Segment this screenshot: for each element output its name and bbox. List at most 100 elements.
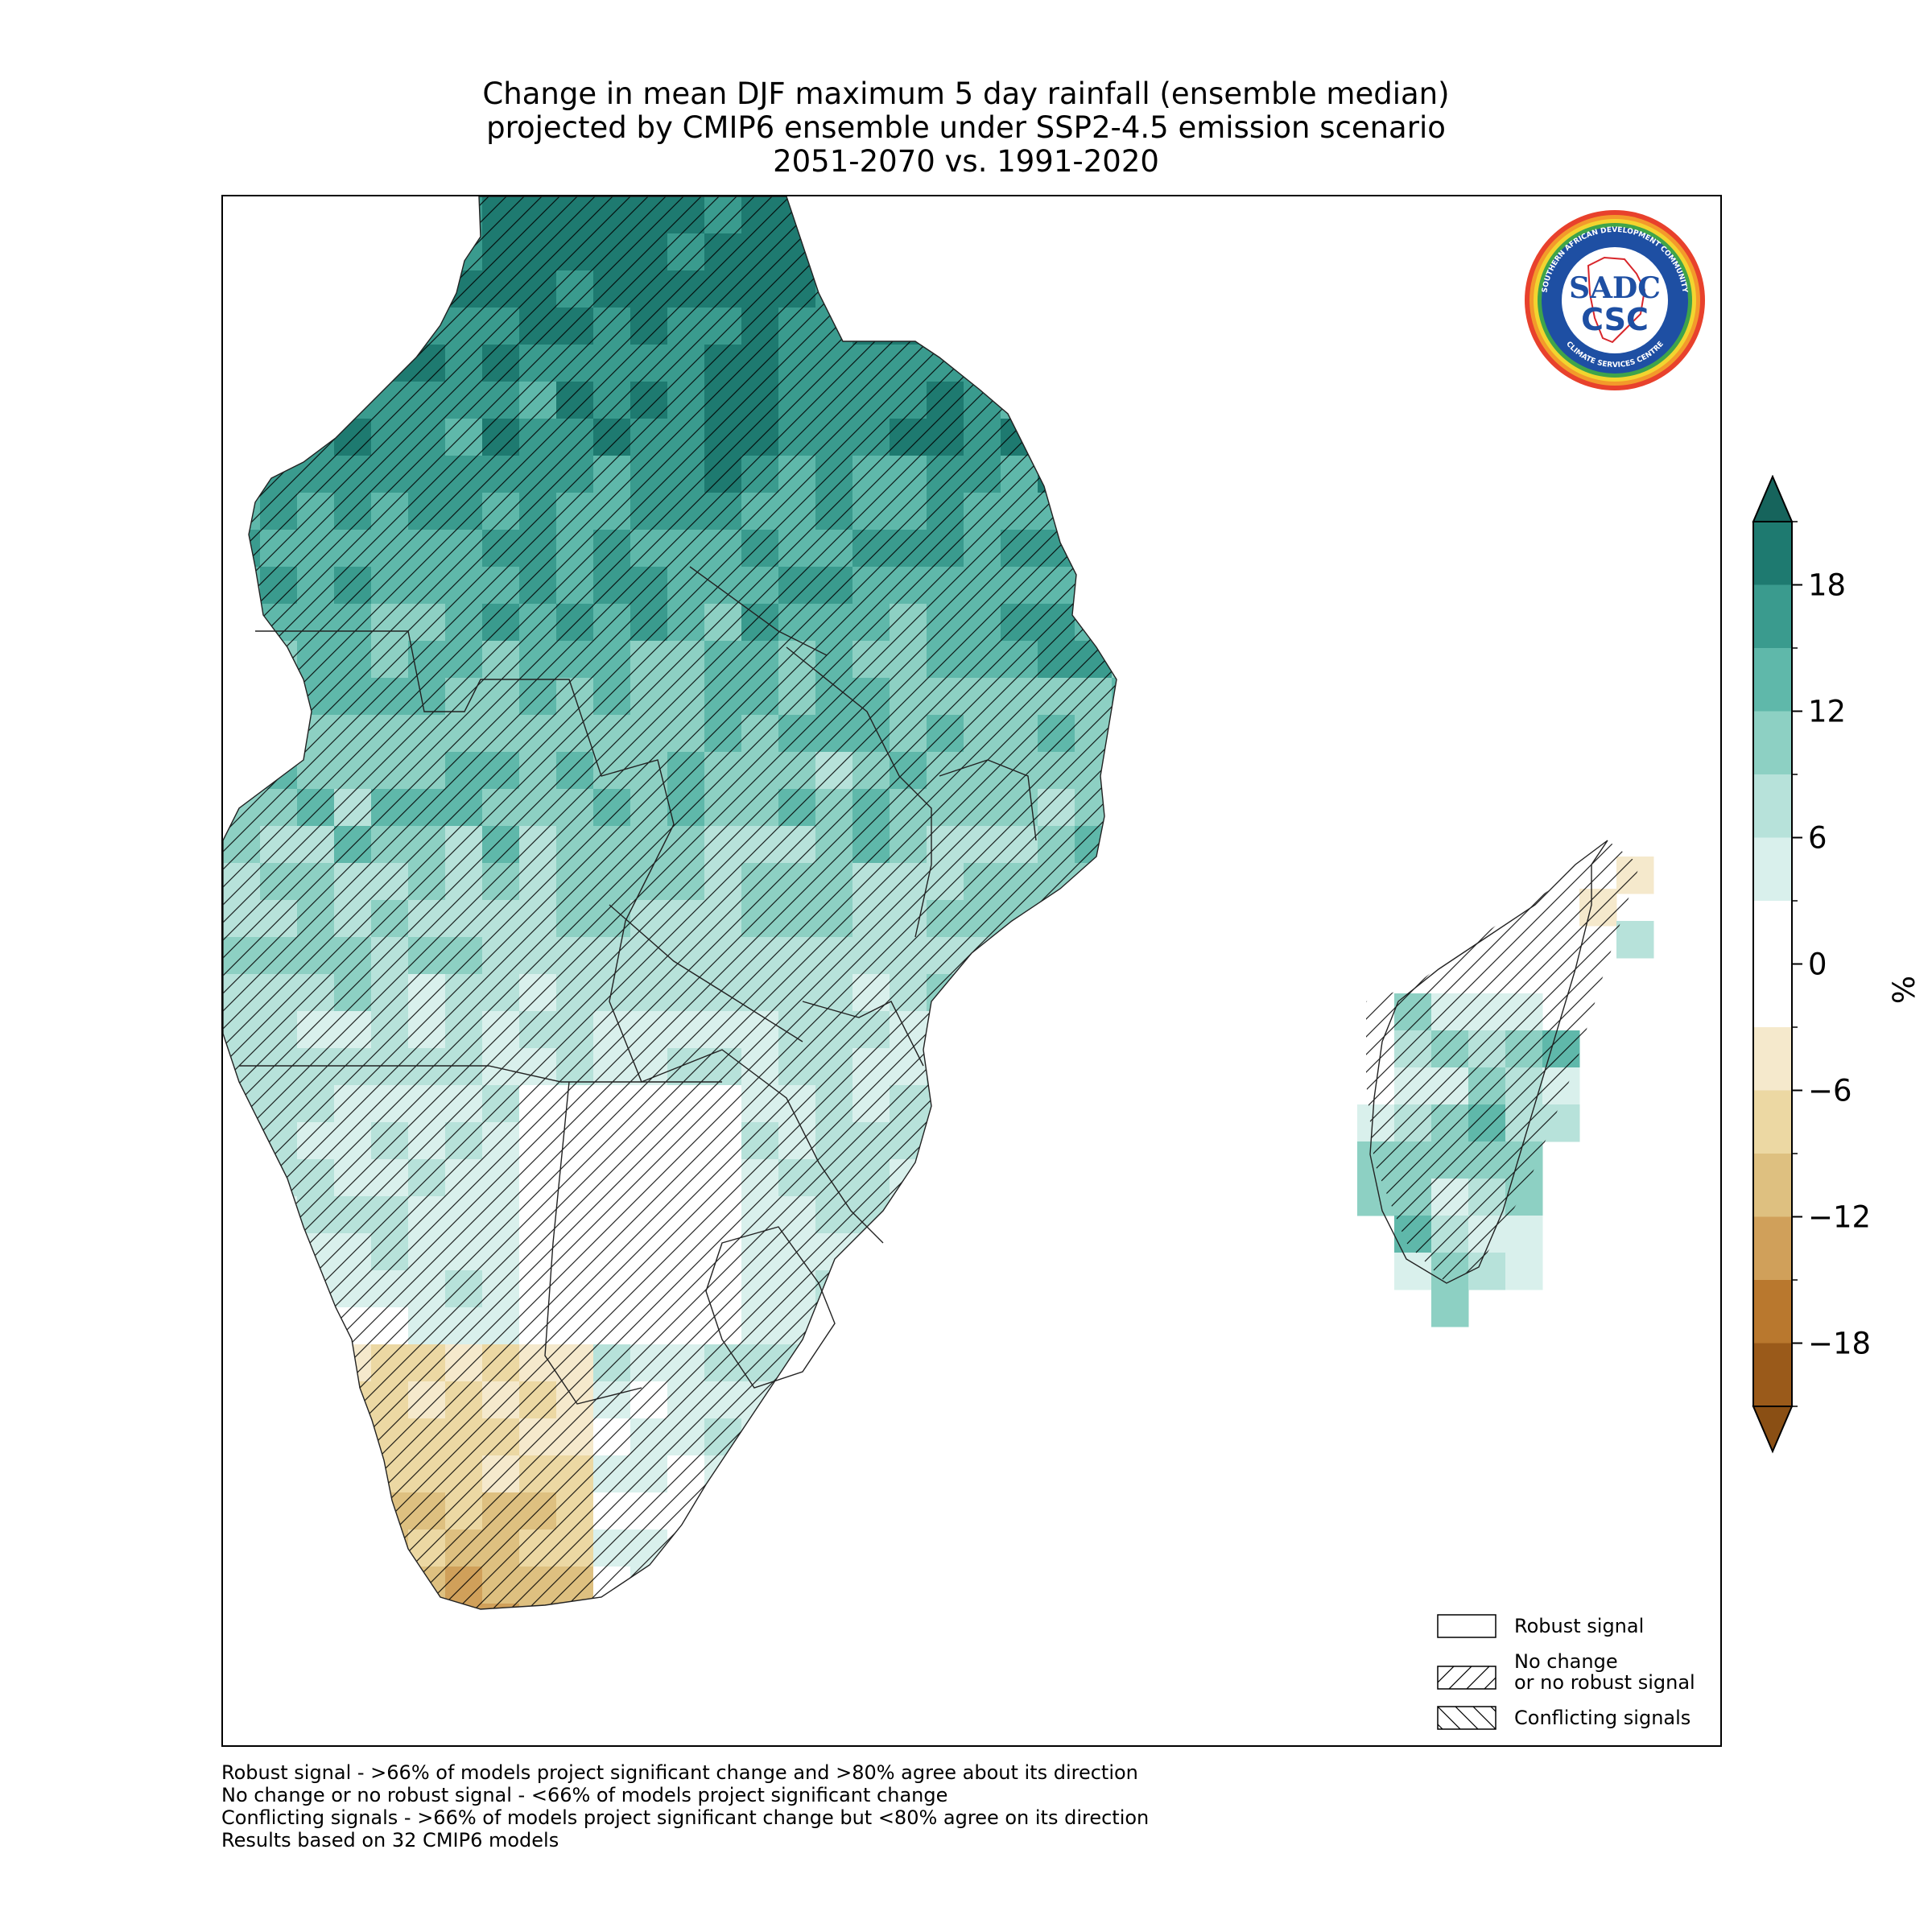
map-grid-cell — [223, 1381, 261, 1419]
map-grid-cell — [667, 1678, 705, 1715]
map-grid-cell — [927, 270, 964, 308]
map-grid-cell — [593, 1715, 631, 1747]
map-grid-cell — [815, 1307, 853, 1345]
map-grid-cell — [741, 1567, 779, 1604]
map-grid-cell — [260, 1492, 298, 1530]
colorbar-segment — [1753, 1154, 1792, 1217]
map-grid-cell — [223, 567, 261, 605]
map-grid-cell — [1149, 1011, 1187, 1049]
map-grid-cell — [1112, 1233, 1117, 1271]
map-grid-cell — [778, 1715, 816, 1747]
map-grid-cell — [297, 1567, 335, 1604]
colorbar-segment — [1753, 711, 1792, 775]
map-grid-cell — [704, 1641, 742, 1678]
map-grid-cell — [1112, 1715, 1150, 1747]
footnote-no-change: No change or no robust signal - <66% of … — [221, 1784, 948, 1806]
map-grid-cell — [1112, 974, 1117, 1012]
colorbar-segment — [1753, 1216, 1792, 1281]
legend-swatch-no-change — [1437, 1666, 1496, 1690]
map-canvas — [223, 196, 1654, 1747]
map-grid-cell-madagascar — [1616, 921, 1654, 959]
legend-label-no-change-2: or no robust signal — [1514, 1671, 1695, 1694]
map-grid-cell — [371, 196, 409, 234]
colorbar-segment — [1753, 964, 1792, 1028]
map-grid-cell — [1075, 567, 1113, 605]
map-grid-cell — [1149, 1085, 1187, 1123]
map-grid-cell — [1001, 1715, 1038, 1747]
map-grid-cell — [1149, 345, 1187, 382]
map-grid-cell — [1001, 196, 1038, 234]
map-grid-cell — [1038, 1196, 1075, 1234]
colorbar-segment — [1753, 522, 1792, 585]
map-grid-cell — [1112, 270, 1117, 308]
map-grid-cell — [1112, 678, 1117, 716]
map-grid-cell — [223, 678, 261, 716]
map-grid-cell — [519, 1604, 557, 1609]
map-grid-cell — [297, 1418, 335, 1456]
map-grid-cell — [593, 1604, 631, 1609]
colorbar-tick-label: −6 — [1808, 1074, 1852, 1108]
legend-entry-no-change: No change or no robust signal — [1437, 1651, 1695, 1693]
map-grid-cell — [1038, 1122, 1075, 1160]
map-grid-cell — [1001, 1641, 1038, 1678]
map-grid-cell — [890, 1381, 927, 1419]
legend-label-robust: Robust signal — [1514, 1615, 1645, 1637]
map-grid-cell — [815, 1492, 853, 1530]
map-grid-cell — [223, 604, 261, 642]
colorbar: 18 12 6 0 −6 −12 −18 — [1752, 475, 1871, 1454]
map-grid-cell — [1149, 196, 1187, 234]
map-grid-cell — [1075, 1011, 1113, 1049]
map-grid-cell — [334, 1641, 372, 1678]
map-grid-cell — [297, 233, 335, 271]
map-grid-cell — [1112, 1492, 1117, 1530]
map-grid-cell — [1149, 937, 1187, 975]
map-grid-cell — [1112, 1085, 1117, 1123]
map-grid-cell — [815, 196, 853, 234]
map-grid-cell — [371, 308, 409, 345]
map-grid-cell — [1112, 1011, 1117, 1049]
map-grid-cell — [1038, 1641, 1075, 1678]
country-border — [802, 1001, 924, 1067]
map-grid-cell — [927, 1233, 964, 1271]
legend-label-no-change-wrap: No change or no robust signal — [1514, 1651, 1695, 1693]
map-grid-cell — [297, 382, 335, 419]
map-grid-cell — [927, 1418, 964, 1456]
map-grid-cell — [1075, 345, 1113, 382]
map-grid-cell — [927, 1604, 964, 1609]
map-grid-cell — [297, 1641, 335, 1678]
map-grid-cell — [408, 1678, 446, 1715]
map-grid-cell — [1001, 1196, 1038, 1234]
colorbar-segment — [1753, 648, 1792, 712]
map-grid-cell — [260, 1715, 298, 1747]
colorbar-segment — [1753, 1280, 1792, 1344]
map-grid-cell — [890, 1715, 927, 1747]
map-grid-cell-madagascar — [1431, 1290, 1469, 1327]
map-grid-cell — [815, 1641, 853, 1678]
map-grid-cell — [964, 1196, 1001, 1234]
map-grid-cell — [1038, 1381, 1075, 1419]
map-grid-cell — [1149, 1678, 1187, 1715]
map-grid-cell — [741, 1678, 779, 1715]
map-grid-cell — [297, 1307, 335, 1345]
map-grid-cell — [927, 1381, 964, 1419]
map-grid-cell — [371, 1678, 409, 1715]
map-grid-cell — [1112, 1159, 1117, 1197]
colorbar-segment — [1753, 1090, 1792, 1154]
country-border — [939, 759, 1037, 841]
map-grid-cell — [1075, 900, 1113, 938]
map-grid-cell — [519, 1641, 557, 1678]
map-grid-cell — [1149, 715, 1187, 753]
map-grid-cell — [927, 1122, 964, 1160]
map-grid-cell — [1149, 900, 1187, 938]
map-grid-cell — [964, 1418, 1001, 1456]
map-grid-cell — [667, 1567, 705, 1604]
map-grid-cell — [890, 1418, 927, 1456]
map-panel — [221, 195, 1722, 1747]
map-grid-cell — [260, 1678, 298, 1715]
map-grid-cell — [1149, 233, 1187, 271]
map-grid-cell — [334, 1604, 372, 1609]
map-grid-cell — [964, 1530, 1001, 1567]
map-grid-cell — [704, 1715, 742, 1747]
map-grid-cell — [890, 196, 927, 234]
map-grid-cell — [704, 1604, 742, 1609]
